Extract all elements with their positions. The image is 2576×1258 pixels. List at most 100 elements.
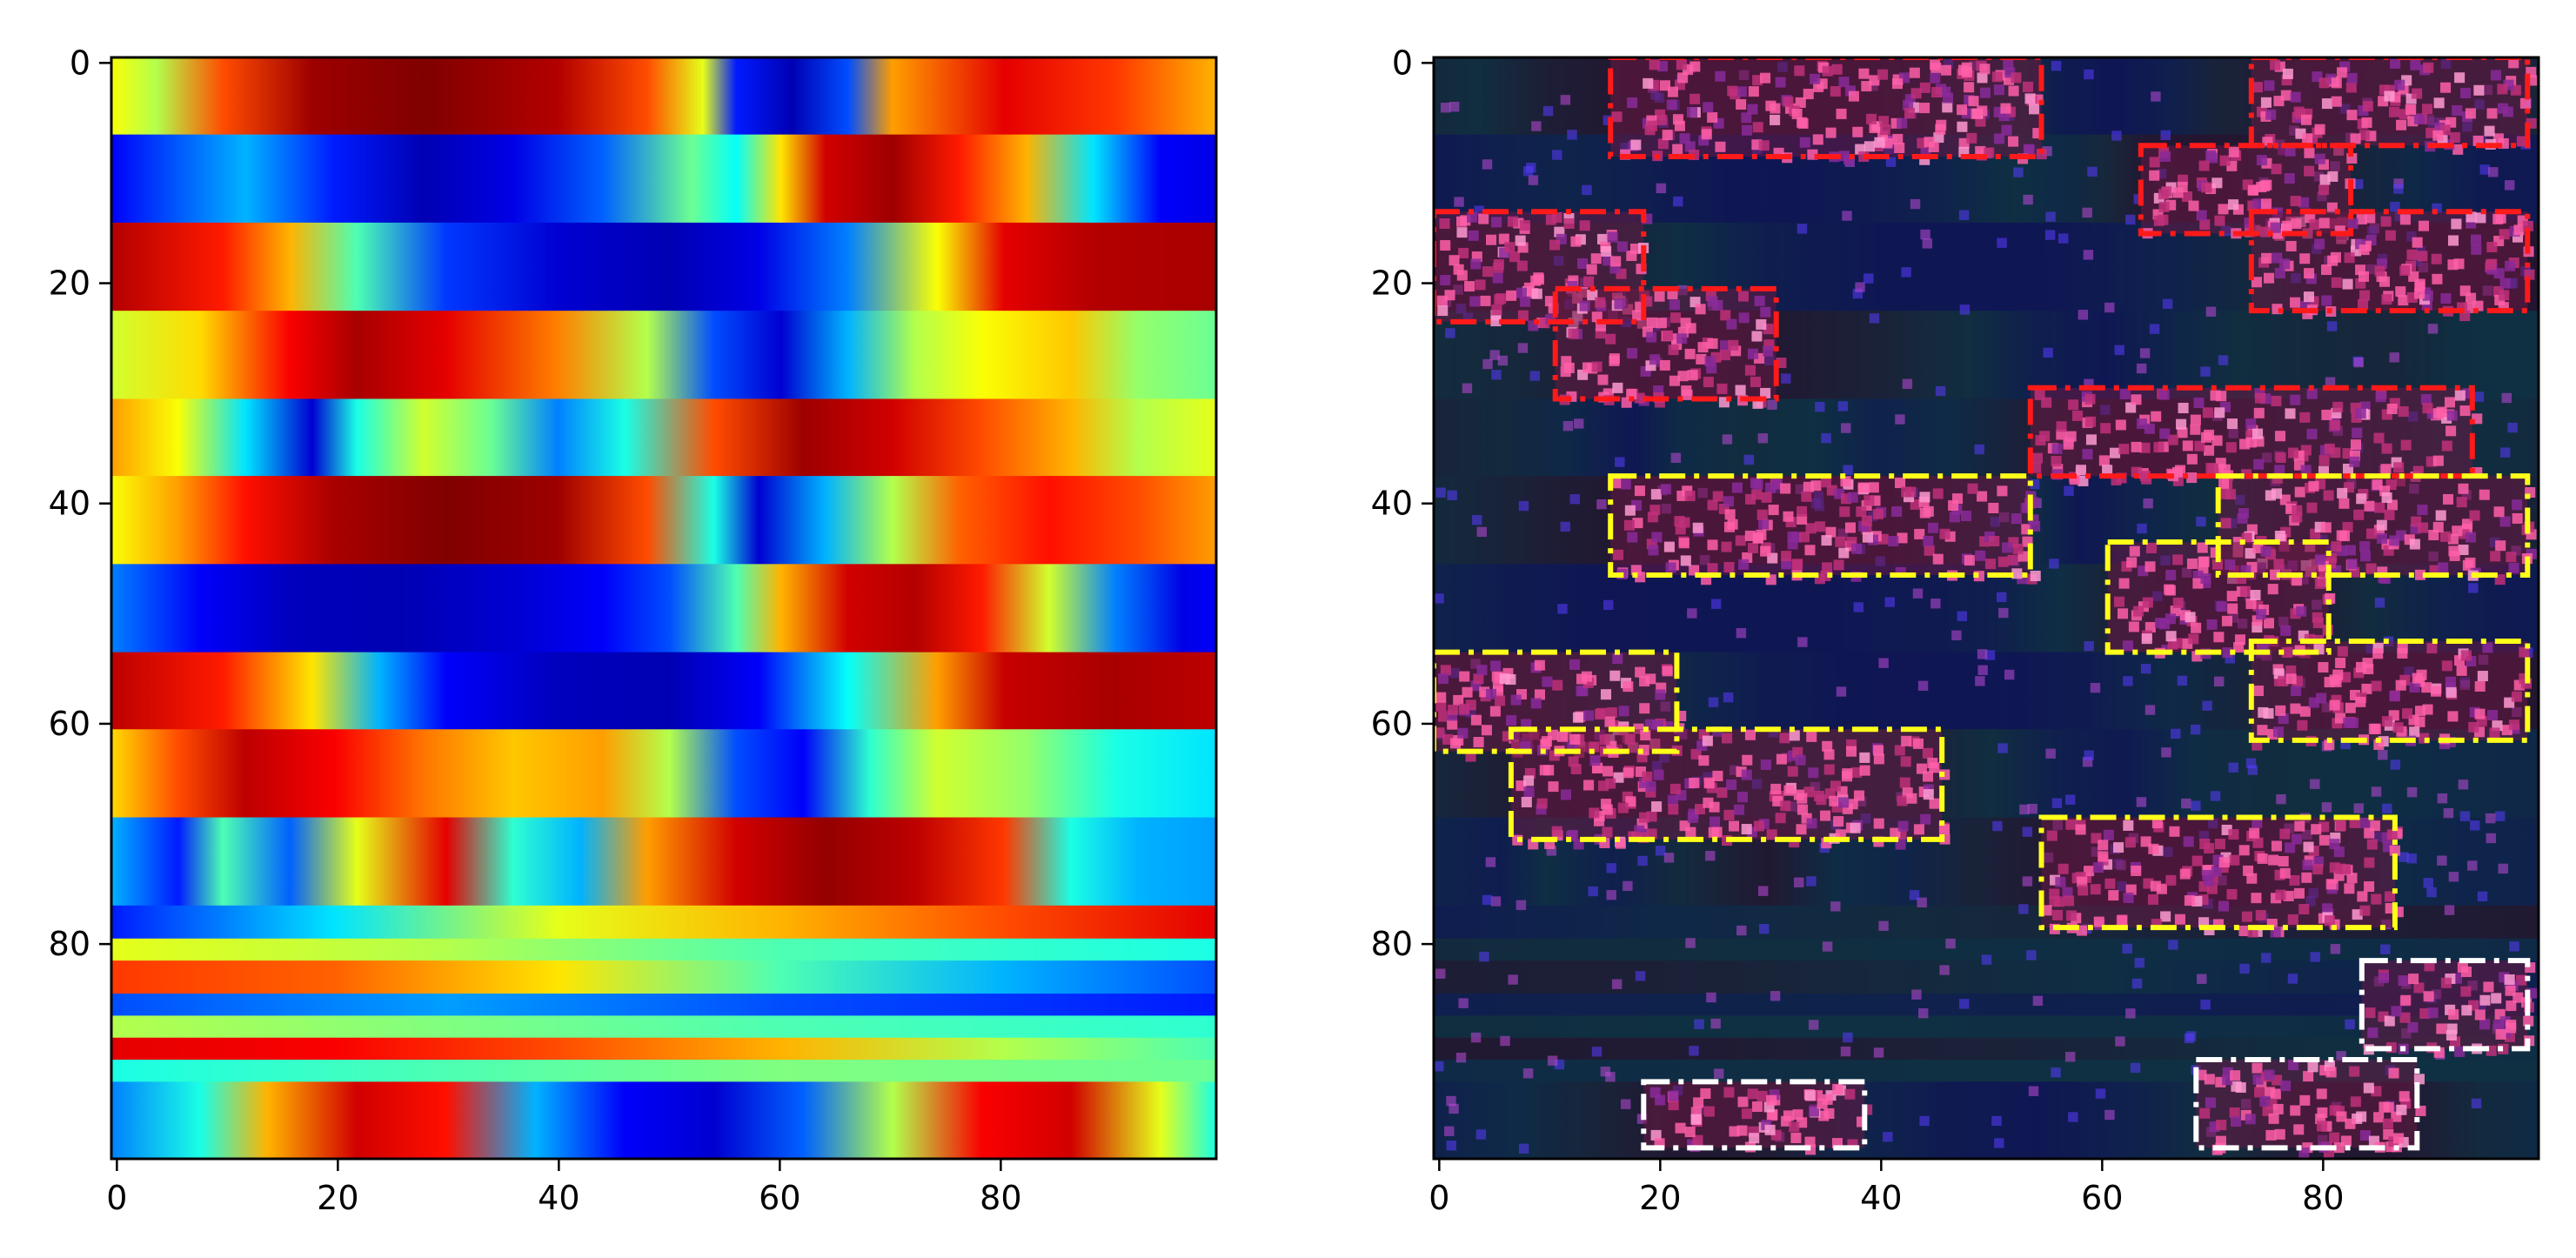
hot-speck: [1649, 354, 1661, 365]
hot-speck: [1515, 235, 1526, 246]
hot-speck: [2330, 447, 2341, 458]
annotation-box: [1552, 285, 1779, 402]
hot-speck: [2288, 1060, 2299, 1071]
hot-speck: [1667, 794, 1678, 806]
hot-speck: [2148, 843, 2159, 854]
noise-speck: [2390, 201, 2400, 212]
noise-speck: [2260, 953, 2272, 963]
hot-speck: [2293, 887, 2305, 899]
noise-speck: [1998, 607, 2009, 619]
hot-speck: [2359, 541, 2371, 552]
right-x-axis: 0 20 40 60 80: [1429, 1159, 2345, 1217]
hot-speck: [2468, 721, 2479, 733]
hot-speck: [1572, 712, 1584, 723]
noise-speck: [1935, 385, 1946, 397]
noise-speck: [1531, 121, 1542, 131]
hot-speck: [2407, 1021, 2419, 1033]
hot-speck: [2346, 72, 2358, 84]
noise-speck: [2406, 786, 2418, 798]
hot-speck: [1649, 505, 1661, 516]
hot-speck: [2246, 873, 2258, 884]
noise-speck: [1945, 938, 1956, 949]
hot-speck: [1873, 753, 1884, 765]
hot-speck: [2204, 445, 2215, 456]
hot-speck: [2388, 1067, 2399, 1079]
hot-speck: [2375, 391, 2386, 403]
hot-speck: [2350, 133, 2361, 144]
hot-speck: [1668, 345, 1679, 356]
hot-speck: [2304, 268, 2315, 279]
noise-speck: [1873, 1047, 1884, 1058]
hot-speck: [2325, 879, 2337, 890]
hot-speck: [1845, 746, 1857, 757]
hot-speck: [2283, 890, 2294, 902]
hot-speck: [2196, 1069, 2207, 1081]
hot-speck: [1687, 370, 1698, 381]
hot-speck: [1534, 689, 1546, 700]
hot-speck: [1695, 304, 1706, 315]
noise-speck: [2139, 348, 2151, 358]
hot-speck: [1933, 132, 1944, 144]
hot-speck: [1449, 255, 1460, 266]
noise-speck: [2239, 963, 2250, 974]
noise-speck: [1895, 414, 1905, 425]
hot-speck: [2238, 845, 2250, 856]
hot-speck: [1595, 297, 1606, 308]
hot-speck: [1919, 82, 1930, 93]
hot-speck: [1627, 348, 1638, 359]
hot-speck: [2495, 540, 2506, 552]
hot-speck: [2412, 237, 2423, 248]
hot-speck: [1583, 780, 1595, 791]
noise-speck: [1605, 1072, 1616, 1082]
hot-speck: [2384, 1015, 2395, 1027]
hot-speck: [2252, 686, 2264, 697]
hot-speck: [2460, 87, 2472, 98]
noise-speck: [2426, 887, 2437, 898]
hot-speck: [1736, 86, 1747, 97]
hot-speck: [2290, 91, 2301, 103]
hot-speck: [2374, 265, 2385, 277]
hot-speck: [2399, 1091, 2410, 1102]
noise-speck: [1600, 1067, 1611, 1077]
hot-speck: [2188, 633, 2199, 645]
hot-speck: [2051, 443, 2063, 454]
hot-speck: [1894, 745, 1905, 756]
hot-speck: [2159, 428, 2171, 439]
noise-speck: [2160, 130, 2171, 141]
noise-speck: [2448, 872, 2459, 882]
hot-speck: [2002, 542, 2013, 553]
noise-speck: [2200, 366, 2211, 377]
hot-speck: [2075, 465, 2086, 476]
hot-speck: [2359, 244, 2370, 256]
hot-speck: [2362, 101, 2373, 112]
hot-speck: [2150, 880, 2161, 892]
hot-speck: [1977, 72, 1988, 84]
hot-speck: [2271, 488, 2283, 499]
hot-speck: [2493, 506, 2505, 518]
hot-speck: [2402, 708, 2413, 719]
noise-speck: [1470, 1032, 1482, 1043]
noise-speck: [2470, 820, 2480, 831]
left-y-tick-label: 40: [49, 485, 90, 523]
left-x-tick-label: 0: [106, 1179, 127, 1217]
hot-speck: [2253, 407, 2265, 418]
hot-speck: [1617, 802, 1629, 813]
hot-speck: [1467, 211, 1478, 223]
hot-speck: [1966, 132, 1977, 144]
noise-speck: [1446, 1141, 1457, 1151]
hot-speck: [1447, 719, 1458, 730]
hot-speck: [2205, 1097, 2217, 1108]
noise-speck: [1491, 370, 1502, 380]
hot-speck: [2131, 441, 2142, 452]
hot-speck: [1723, 496, 1735, 507]
noise-speck: [1449, 1103, 1459, 1114]
hot-speck: [2465, 557, 2476, 568]
noise-speck: [1574, 418, 1584, 429]
hot-speck: [1668, 1090, 1679, 1101]
hot-speck: [1707, 563, 1718, 574]
hot-speck: [2465, 532, 2477, 543]
hot-speck: [1707, 112, 1718, 124]
annotation-box: [2215, 473, 2531, 579]
hot-speck: [2268, 854, 2279, 866]
noise-speck: [1476, 526, 1487, 538]
